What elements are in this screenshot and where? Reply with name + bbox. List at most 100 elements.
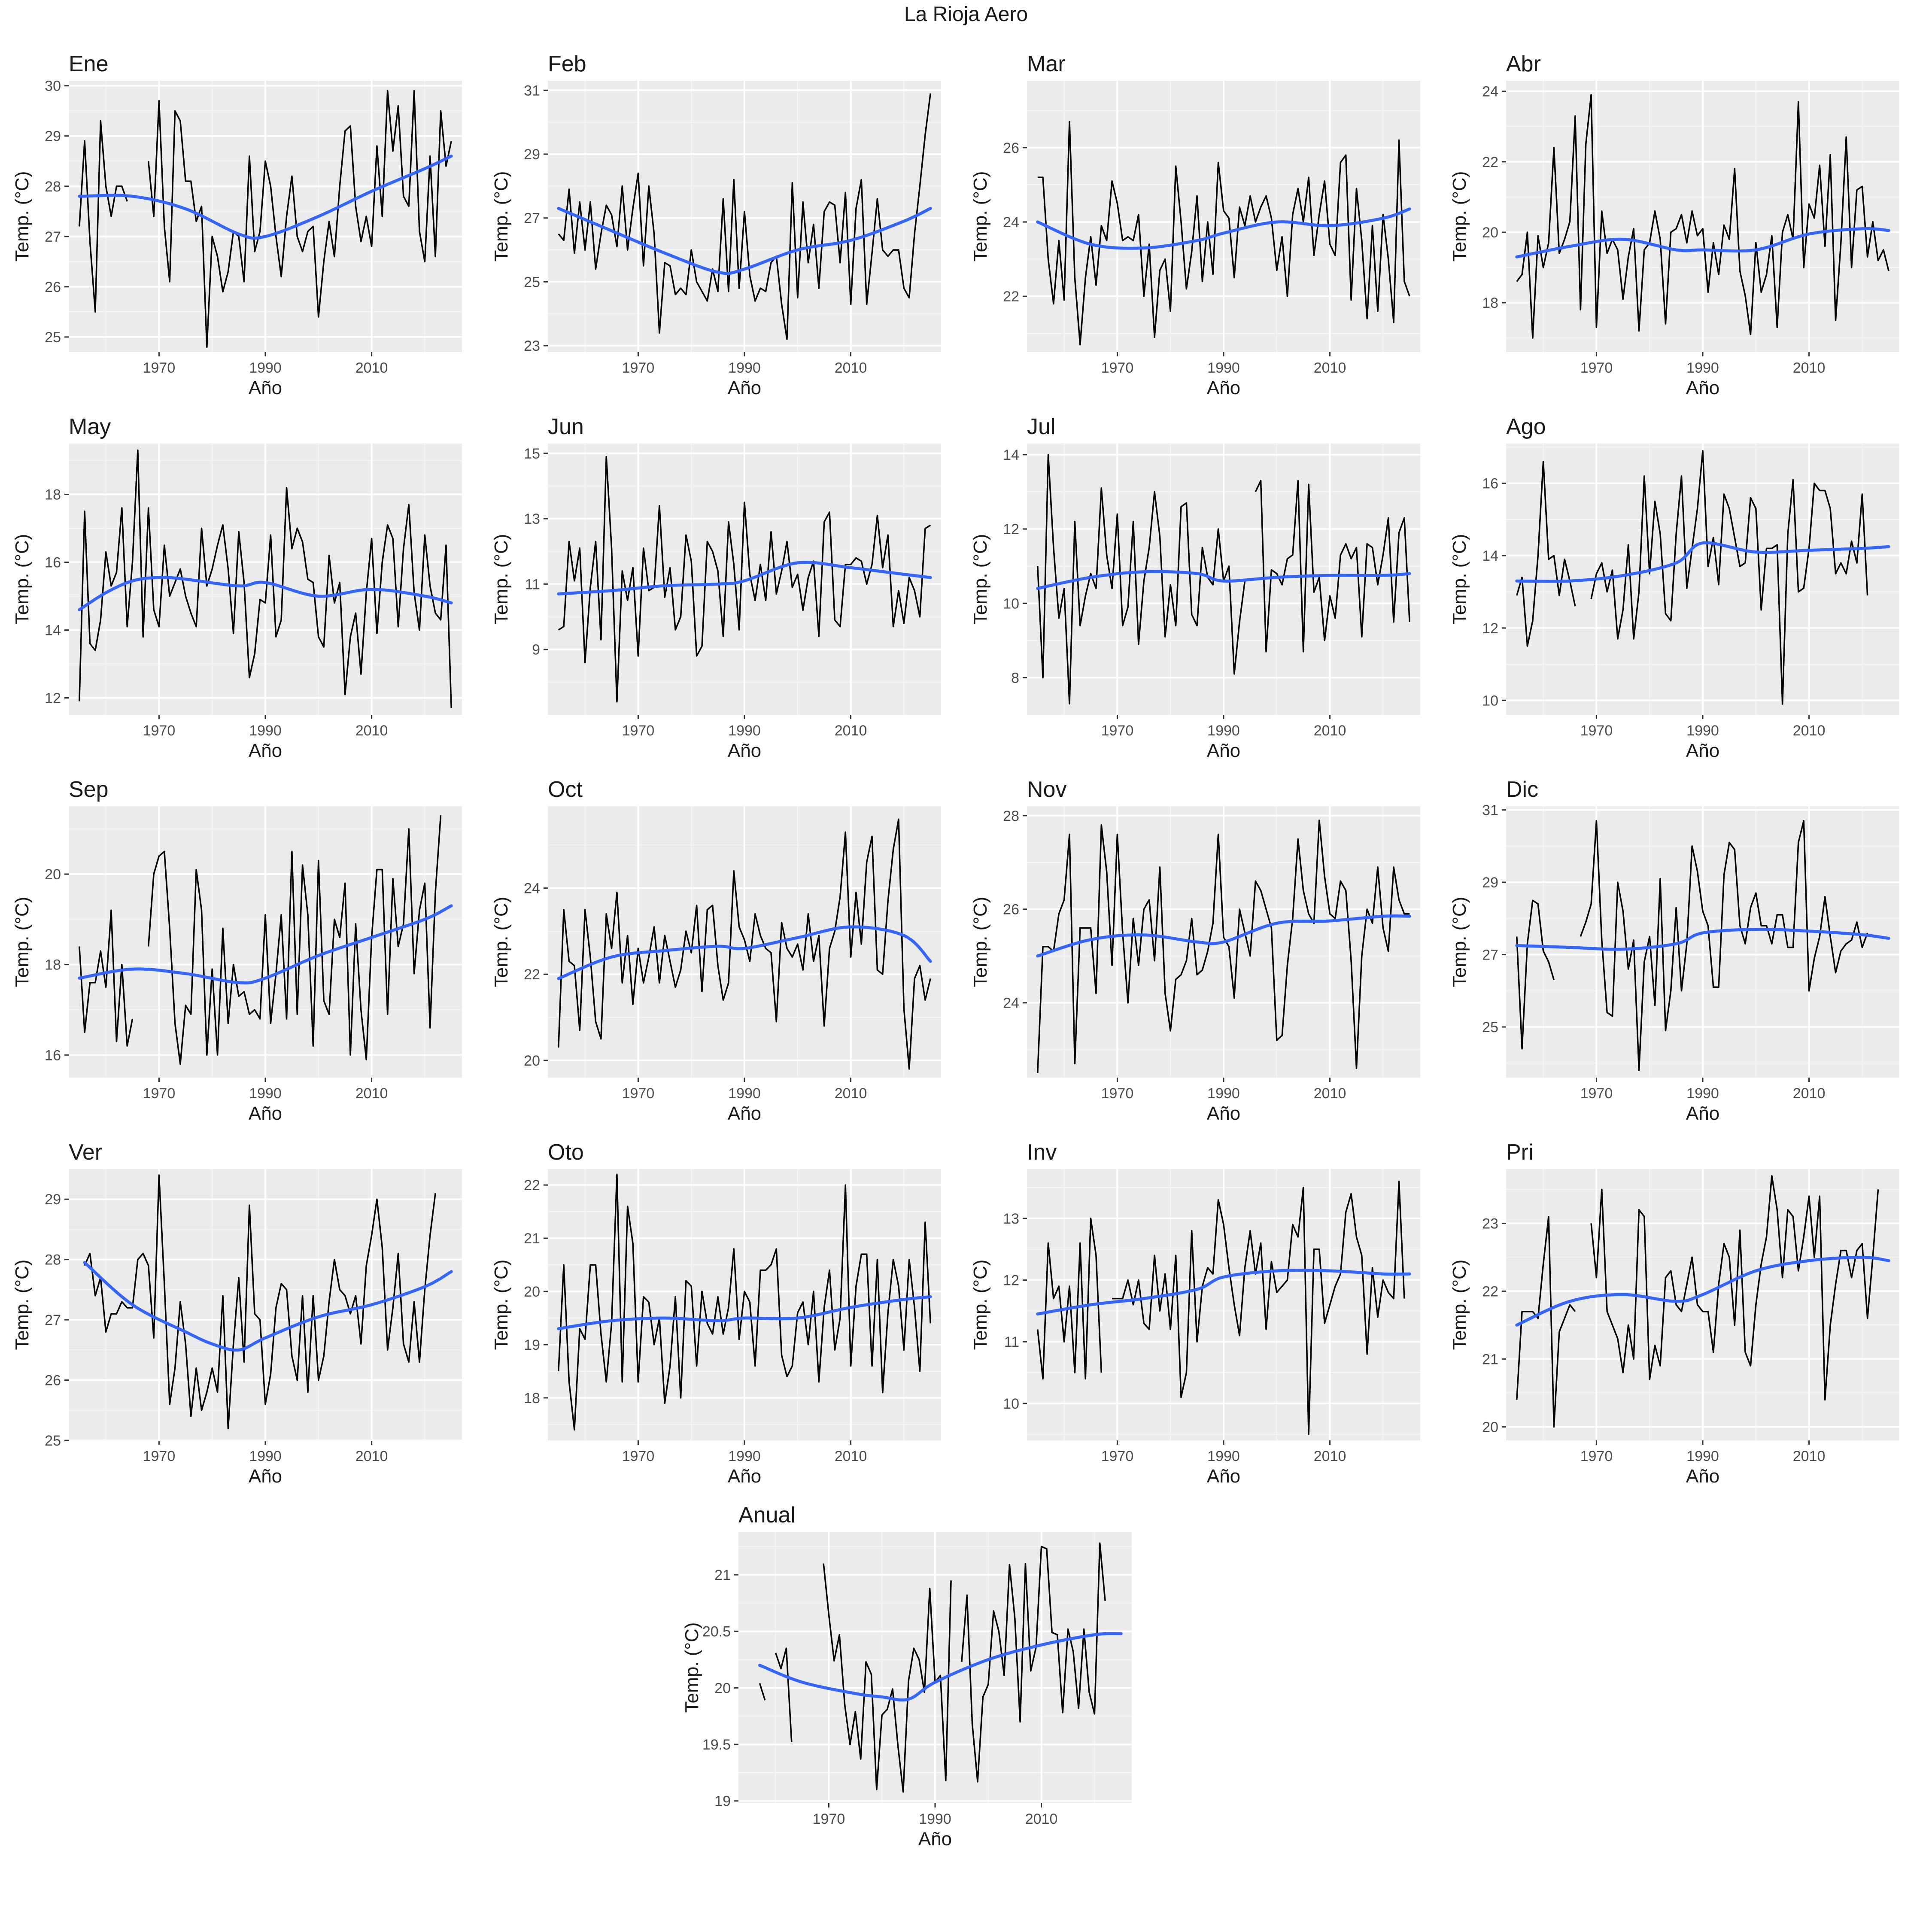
x-tick-label: 1990 — [1686, 1085, 1719, 1102]
y-axis-label: Temp. (°C) — [970, 897, 991, 987]
smoothed-trend-line — [557, 1295, 932, 1331]
smoothed-trend-line — [1036, 914, 1411, 958]
y-tick-label: 25 — [45, 1433, 61, 1449]
y-axis-label: Temp. (°C) — [491, 171, 512, 262]
y-tick-label: 29 — [524, 146, 540, 163]
x-axis-label: Año — [1207, 740, 1240, 761]
y-tick-label: 18 — [45, 957, 61, 973]
y-tick-label: 10 — [1003, 595, 1019, 612]
y-tick-label: 18 — [1482, 295, 1498, 311]
y-tick-label: 11 — [525, 576, 540, 592]
chart-dic: Dic 1970 1990 2010 25 27 29 31 Año Temp. (°C) — [1449, 777, 1899, 1124]
panel-title: Feb — [548, 52, 586, 76]
smoothed-trend-line — [1036, 1269, 1411, 1315]
smoothed-trend-line — [557, 561, 932, 595]
smoothed-trend-line — [1515, 541, 1890, 583]
x-axis-label: Año — [1207, 1466, 1240, 1487]
panel-may: May 1970 1990 2010 12 14 16 18 Año Temp. (°C) — [0, 406, 479, 769]
panel-nov: Nov 1970 1990 2010 24 26 28 Año Temp. (°C) — [958, 769, 1437, 1131]
y-tick-label: 16 — [45, 1047, 61, 1063]
x-tick-label: 1970 — [143, 1085, 176, 1102]
x-tick-label: 1990 — [1207, 360, 1240, 376]
chart-ver: Ver 1970 1990 2010 25 26 27 28 29 Año Temp. (°C) — [12, 1140, 462, 1487]
x-tick-label: 2010 — [835, 360, 867, 376]
x-axis-label: Año — [1686, 1466, 1719, 1487]
panel-title: Ver — [69, 1140, 102, 1165]
x-axis-label: Año — [728, 740, 761, 761]
y-tick-label: 27 — [45, 229, 61, 245]
y-tick-label: 14 — [1482, 548, 1498, 564]
y-tick-label: 25 — [45, 329, 61, 346]
panel-title: Nov — [1027, 777, 1066, 802]
x-tick-label: 1970 — [1101, 1085, 1134, 1102]
y-tick-label: 23 — [1482, 1215, 1498, 1232]
x-tick-label: 1970 — [622, 723, 655, 739]
panel-title: Abr — [1506, 52, 1541, 76]
y-tick-label: 12 — [1482, 620, 1498, 637]
chart-anual: Anual 1970 1990 2010 19 19.5 20 20.5 21 Año Temp. … — [681, 1503, 1132, 1850]
panel-jul: Jul 1970 1990 2010 8 10 12 14 Año Temp. (°C) — [958, 406, 1437, 769]
x-tick-label: 1970 — [1580, 723, 1613, 739]
y-tick-label: 22 — [1003, 289, 1019, 305]
chart-ene: Ene 1970 1990 2010 25 26 27 28 29 30 Año Temp. (°C) — [12, 52, 462, 398]
panel-dic: Dic 1970 1990 2010 25 27 29 31 Año Temp. (°C) — [1437, 769, 1917, 1131]
x-tick-label: 2010 — [1314, 360, 1346, 376]
chart-abr: Abr 1970 1990 2010 18 20 22 24 Año Temp. (°C) — [1449, 52, 1899, 398]
y-tick-label: 12 — [1003, 521, 1019, 538]
y-tick-label: 26 — [45, 279, 61, 295]
y-tick-label: 20 — [524, 1053, 540, 1069]
x-tick-label: 2010 — [1314, 1085, 1346, 1102]
chart-pri: Pri 1970 1990 2010 20 21 22 23 Año Temp. (°C) — [1449, 1140, 1899, 1487]
y-axis-label: Temp. (°C) — [12, 534, 33, 625]
temperature-series-line — [79, 815, 442, 1065]
y-tick-label: 30 — [45, 78, 61, 94]
panel-feb: Feb 1970 1990 2010 23 25 27 29 31 Año Temp. (°C) — [479, 43, 958, 406]
y-tick-label: 12 — [45, 690, 61, 707]
x-axis-label: Año — [1207, 377, 1240, 398]
x-axis-label: Año — [728, 1103, 761, 1124]
panel-pri: Pri 1970 1990 2010 20 21 22 23 Año Temp. (°C) — [1437, 1131, 1917, 1494]
y-tick-label: 21 — [714, 1567, 731, 1583]
y-tick-label: 16 — [1482, 476, 1498, 492]
x-tick-label: 1970 — [143, 1448, 176, 1464]
temperature-series-line — [79, 450, 452, 708]
x-tick-label: 1970 — [1580, 360, 1613, 376]
panel-title: May — [69, 414, 111, 439]
y-tick-label: 27 — [524, 210, 540, 227]
temperature-series-line — [759, 1542, 1106, 1793]
x-tick-label: 1990 — [1207, 1085, 1240, 1102]
smoothed-trend-line — [1036, 570, 1411, 590]
panel-sep: Sep 1970 1990 2010 16 18 20 Año Temp. (°C) — [0, 769, 479, 1131]
x-tick-label: 1970 — [1580, 1448, 1613, 1464]
y-tick-label: 29 — [45, 128, 61, 145]
chart-jul: Jul 1970 1990 2010 8 10 12 14 Año Temp. (°C) — [970, 414, 1420, 761]
temperature-series-line — [558, 1173, 931, 1431]
panel-title: Dic — [1506, 777, 1538, 802]
y-axis-label: Temp. (°C) — [1449, 897, 1470, 987]
x-tick-label: 1990 — [728, 360, 761, 376]
x-tick-label: 1970 — [143, 360, 176, 376]
x-tick-label: 2010 — [1793, 1085, 1826, 1102]
panel-title: Anual — [738, 1503, 796, 1528]
panel-anual: Anual 1970 1990 2010 19 19.5 20 20.5 21 Año Temp. … — [670, 1494, 1149, 1857]
y-tick-label: 23 — [524, 338, 540, 354]
y-tick-label: 8 — [1011, 670, 1019, 686]
y-tick-label: 28 — [45, 179, 61, 195]
x-tick-label: 1990 — [249, 1085, 282, 1102]
x-tick-label: 1990 — [249, 1448, 282, 1464]
x-tick-label: 2010 — [355, 1085, 388, 1102]
x-tick-label: 2010 — [835, 723, 867, 739]
y-tick-label: 24 — [1003, 214, 1019, 231]
smoothed-trend-line — [78, 155, 453, 240]
panel-oto: Oto 1970 1990 2010 18 19 20 21 22 Año Temp. (°C) — [479, 1131, 958, 1494]
panel-jun: Jun 1970 1990 2010 9 11 13 15 Año Temp. (°C) — [479, 406, 958, 769]
y-tick-label: 11 — [1004, 1334, 1019, 1350]
x-tick-label: 1990 — [249, 723, 282, 739]
x-tick-label: 1990 — [728, 723, 761, 739]
y-tick-label: 31 — [1482, 802, 1498, 818]
y-axis-label: Temp. (°C) — [491, 897, 512, 987]
x-tick-label: 1970 — [622, 360, 655, 376]
y-tick-label: 21 — [1482, 1351, 1498, 1367]
x-axis-label: Año — [1686, 740, 1719, 761]
y-axis-label: Temp. (°C) — [12, 171, 33, 262]
